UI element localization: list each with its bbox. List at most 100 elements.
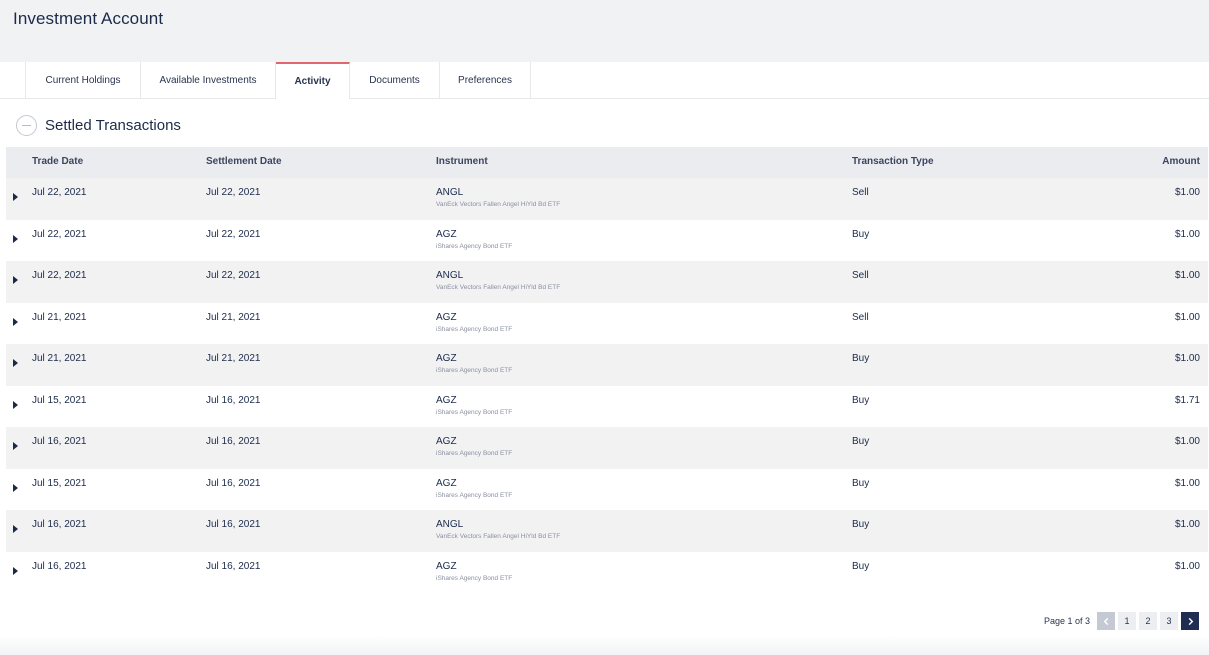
instrument-name: iShares Agency Bond ETF <box>436 408 513 416</box>
table-row[interactable]: Jul 15, 2021 Jul 16, 2021 AGZ iShares Ag… <box>6 386 1208 428</box>
transaction-type: Buy <box>852 560 870 572</box>
settlement-date: Jul 22, 2021 <box>206 187 261 198</box>
amount: $1.00 <box>1174 477 1200 489</box>
trade-date: Jul 21, 2021 <box>32 353 87 364</box>
expand-caret-icon[interactable] <box>13 525 18 533</box>
instrument-symbol: AGZ <box>436 311 457 323</box>
transaction-type: Buy <box>852 519 870 530</box>
table-row[interactable]: Jul 22, 2021 Jul 22, 2021 ANGL VanEck Ve… <box>6 178 1208 220</box>
instrument-name: iShares Agency Bond ETF <box>436 242 513 250</box>
amount: $1.00 <box>1174 311 1200 323</box>
table-row[interactable]: Jul 22, 2021 Jul 22, 2021 ANGL VanEck Ve… <box>6 261 1208 303</box>
section-title: Settled Transactions <box>45 116 181 134</box>
table-row[interactable]: Jul 16, 2021 Jul 16, 2021 ANGL VanEck Ve… <box>6 510 1208 552</box>
table-header: Trade Date Settlement Date Instrument Tr… <box>6 147 1208 178</box>
instrument-name: iShares Agency Bond ETF <box>436 325 513 333</box>
page-indicator: Page 1 of 3 <box>1043 616 1090 626</box>
expand-caret-icon[interactable] <box>13 317 18 326</box>
expand-caret-icon[interactable] <box>13 234 18 243</box>
section-header: Settled Transactions <box>16 114 181 136</box>
table-row[interactable]: Jul 21, 2021 Jul 21, 2021 AGZ iShares Ag… <box>6 344 1208 386</box>
trade-date: Jul 16, 2021 <box>32 560 87 572</box>
amount: $1.00 <box>1174 353 1200 364</box>
column-header-settlement-date[interactable]: Settlement Date <box>206 156 282 167</box>
table-row[interactable]: Jul 16, 2021 Jul 16, 2021 AGZ iShares Ag… <box>6 552 1208 594</box>
page-title: Investment Account <box>13 9 164 28</box>
trade-date: Jul 22, 2021 <box>32 270 87 281</box>
tab-documents[interactable]: Documents <box>350 62 440 99</box>
transaction-type: Buy <box>852 477 870 489</box>
column-header-transaction-type[interactable]: Transaction Type <box>852 156 934 167</box>
expand-caret-icon[interactable] <box>13 442 18 450</box>
transaction-type: Buy <box>852 394 870 406</box>
amount: $1.71 <box>1174 394 1200 406</box>
settlement-date: Jul 22, 2021 <box>206 270 261 281</box>
table-row[interactable]: Jul 22, 2021 Jul 22, 2021 AGZ iShares Ag… <box>6 220 1208 262</box>
transactions-table: Trade Date Settlement Date Instrument Tr… <box>6 147 1208 593</box>
settlement-date: Jul 21, 2021 <box>206 311 261 323</box>
instrument-symbol: AGZ <box>436 394 457 406</box>
tab-bar: Current Holdings Available Investments A… <box>0 62 1209 99</box>
tab-preferences[interactable]: Preferences <box>440 62 531 99</box>
collapse-icon[interactable] <box>16 114 37 136</box>
transaction-type: Sell <box>852 311 869 323</box>
settlement-date: Jul 16, 2021 <box>206 436 261 447</box>
trade-date: Jul 16, 2021 <box>32 519 87 530</box>
amount: $1.00 <box>1174 187 1200 198</box>
instrument-name: iShares Agency Bond ETF <box>436 574 513 582</box>
column-header-instrument[interactable]: Instrument <box>436 156 488 167</box>
expand-caret-icon[interactable] <box>13 400 18 409</box>
expand-caret-icon[interactable] <box>13 276 18 284</box>
page-2-button[interactable]: 2 <box>1139 612 1157 630</box>
column-header-amount[interactable]: Amount <box>1162 156 1200 167</box>
transaction-type: Sell <box>852 187 869 198</box>
instrument-symbol: AGZ <box>436 477 457 489</box>
settlement-date: Jul 22, 2021 <box>206 228 261 240</box>
page-1-button[interactable]: 1 <box>1118 612 1136 630</box>
instrument-name: VanEck Vectors Fallen Angel HiYld Bd ETF <box>436 284 561 291</box>
transaction-type: Buy <box>852 353 870 364</box>
amount: $1.00 <box>1174 519 1200 530</box>
instrument-name: VanEck Vectors Fallen Angel HiYld Bd ETF <box>436 201 561 208</box>
chevron-right-icon <box>1188 617 1193 625</box>
trade-date: Jul 22, 2021 <box>32 228 87 240</box>
expand-caret-icon[interactable] <box>13 566 18 575</box>
amount: $1.00 <box>1174 228 1200 240</box>
tab-available-investments[interactable]: Available Investments <box>141 62 276 99</box>
next-page-button[interactable] <box>1181 612 1199 630</box>
transaction-type: Sell <box>852 270 869 281</box>
settlement-date: Jul 21, 2021 <box>206 353 261 364</box>
instrument-symbol: ANGL <box>436 187 464 198</box>
tab-activity[interactable]: Activity <box>276 62 350 99</box>
table-row[interactable]: Jul 16, 2021 Jul 16, 2021 AGZ iShares Ag… <box>6 427 1208 469</box>
expand-caret-icon[interactable] <box>13 359 18 367</box>
page-header: Investment Account <box>0 0 1209 62</box>
footer-fade <box>0 635 1209 655</box>
settlement-date: Jul 16, 2021 <box>206 560 261 572</box>
previous-page-button[interactable] <box>1097 612 1115 630</box>
amount: $1.00 <box>1174 270 1200 281</box>
pagination: Page 1 of 3 1 2 3 <box>1044 612 1199 630</box>
settlement-date: Jul 16, 2021 <box>206 477 261 489</box>
trade-date: Jul 16, 2021 <box>32 436 87 447</box>
settlement-date: Jul 16, 2021 <box>206 519 261 530</box>
table-row[interactable]: Jul 15, 2021 Jul 16, 2021 AGZ iShares Ag… <box>6 469 1208 511</box>
amount: $1.00 <box>1174 560 1200 572</box>
instrument-symbol: AGZ <box>436 436 457 447</box>
table-row[interactable]: Jul 21, 2021 Jul 21, 2021 AGZ iShares Ag… <box>6 303 1208 345</box>
instrument-symbol: ANGL <box>436 270 464 281</box>
settlement-date: Jul 16, 2021 <box>206 394 261 406</box>
trade-date: Jul 15, 2021 <box>32 394 87 406</box>
instrument-symbol: AGZ <box>436 560 457 572</box>
column-header-trade-date[interactable]: Trade Date <box>32 156 84 167</box>
expand-caret-icon[interactable] <box>13 193 18 201</box>
transaction-type: Buy <box>852 228 870 240</box>
tab-current-holdings[interactable]: Current Holdings <box>25 62 141 99</box>
transaction-type: Buy <box>852 436 870 447</box>
page-3-button[interactable]: 3 <box>1160 612 1178 630</box>
trade-date: Jul 15, 2021 <box>32 477 87 489</box>
trade-date: Jul 21, 2021 <box>32 311 87 323</box>
instrument-name: iShares Agency Bond ETF <box>436 491 513 499</box>
instrument-symbol: ANGL <box>436 519 464 530</box>
expand-caret-icon[interactable] <box>13 483 18 492</box>
